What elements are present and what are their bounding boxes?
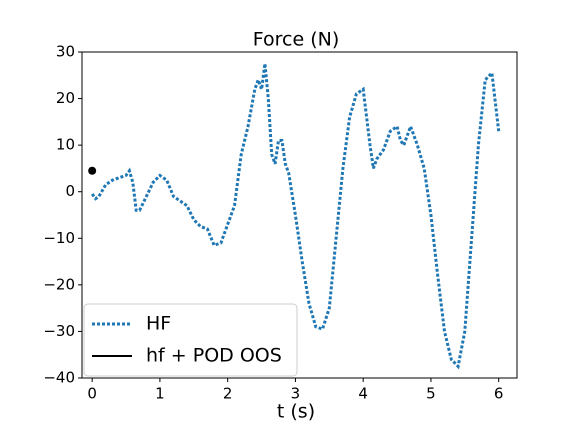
y-tick-label: 10 [56, 136, 75, 154]
legend-label: hf + POD OOS [146, 345, 282, 367]
y-tick-label: 0 [65, 182, 75, 200]
y-tick-label: −20 [43, 275, 75, 293]
x-tick-label: 5 [426, 385, 436, 403]
line [90, 63, 501, 370]
y-tick-label: −10 [43, 229, 75, 247]
x-tick-label: 0 [87, 385, 97, 403]
y-tick-label: 30 [56, 43, 75, 61]
point [88, 166, 97, 175]
x-tick-label: 3 [291, 385, 301, 403]
x-axis-label: t (s) [277, 401, 315, 423]
x-tick-label: 6 [494, 385, 504, 403]
x-tick-label: 4 [358, 385, 368, 403]
plot-frame [81, 51, 518, 379]
legend: HF hf + POD OOS [83, 303, 298, 377]
y-tick-label: 20 [56, 89, 75, 107]
x-tick-label: 1 [155, 385, 165, 403]
legend-label: HF [146, 313, 171, 335]
chart-title: Force (N) [253, 29, 339, 51]
x-tick-label: 2 [223, 385, 233, 403]
y-tick-label: −40 [43, 369, 75, 387]
legend-box [83, 303, 298, 377]
y-tick-label: −30 [43, 322, 75, 340]
